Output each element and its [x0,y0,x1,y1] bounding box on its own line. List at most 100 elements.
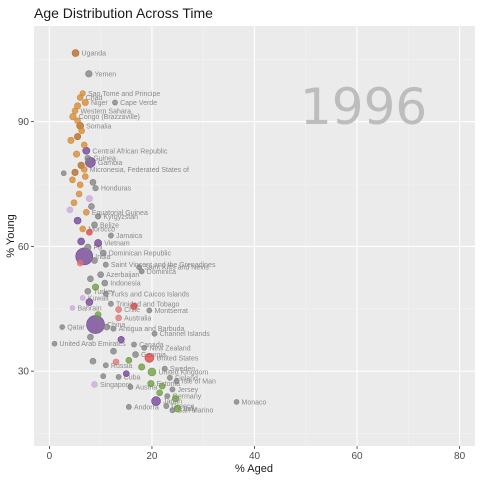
point-label: Western Sahara [81,108,132,115]
data-point [146,307,153,314]
data-point [81,173,89,180]
point-label: Cape Verde [120,100,157,107]
x-tick-label: 60 [351,451,363,462]
data-point [151,330,158,337]
point-label: Austria [136,384,158,391]
point-label: Andorra [134,404,159,411]
data-point [84,154,92,162]
data-point [75,190,83,198]
data-point [110,325,117,332]
data-point [73,216,82,225]
data-point [115,306,122,313]
data-point [117,336,125,344]
data-point [86,228,93,236]
point-label: Monaco [242,399,267,406]
data-point [125,404,132,410]
data-point [88,203,95,210]
point-label: Estonia [157,381,180,388]
data-point [130,302,138,310]
axis-ticks: 0 20 40 60 80 30 60 90 [18,117,466,462]
point-label: Antigua and Barbuda [119,326,185,333]
data-point [91,221,98,229]
point-label: Jersey [178,387,199,394]
point-label: Central African Republic [92,148,168,155]
point-label: Trinidad and Tobago [116,301,180,308]
data-point [147,367,157,377]
point-label: Somalia [86,123,111,130]
data-point [97,271,104,278]
point-label: Saint Kitts and Nevis [144,265,209,272]
data-point [103,323,111,331]
data-point [99,249,107,257]
data-point [51,340,58,347]
point-label: Dominican Republic [109,251,172,258]
year-label: 1996 [300,78,427,136]
data-point [163,403,170,409]
point-label: Singapore [100,382,132,389]
data-point [169,386,176,393]
data-point [89,357,97,365]
data-point [79,90,86,97]
data-point [74,133,82,141]
x-tick-label: 20 [146,451,158,462]
data-point [91,257,98,264]
data-point [87,275,94,283]
data-point [85,70,93,78]
data-point [102,261,109,268]
y-tick-label: 30 [18,367,30,378]
point-label: Vietnam [104,241,130,248]
data-point [125,357,133,364]
point-label: United States [156,355,199,362]
point-label: Dominica [147,269,176,276]
point-label: Gambia [98,160,123,167]
point-label: Qatar [67,325,85,332]
data-point [115,374,122,380]
data-point [173,378,180,385]
data-point [85,195,93,203]
data-point [141,344,148,351]
data-point [73,150,81,158]
chart-title: Age Distribution Across Time [34,5,213,21]
data-point [147,380,155,388]
point-label: Chile [124,307,140,314]
data-point [69,305,76,311]
data-point [156,389,163,397]
data-point [144,353,155,363]
data-point [123,370,130,377]
data-point [94,311,102,318]
data-point [92,283,100,291]
data-point [161,365,168,372]
point-label: Australia [124,315,151,322]
data-point [87,333,94,341]
data-point [131,341,137,348]
data-point [110,347,117,355]
x-tick-label: 40 [249,451,261,462]
point-label: San Marino [178,408,214,415]
data-point [94,239,102,247]
data-point [82,146,91,155]
data-point [151,396,161,406]
point-label: Belize [100,222,119,229]
point-label: Morocco [88,226,115,233]
point-label: Bahrain [77,305,101,312]
point-label: Turks and Caicos Islands [111,291,190,298]
point-label: Cuba [124,374,141,381]
data-point [67,136,75,144]
y-tick-label: 90 [18,117,30,128]
data-point [138,268,145,275]
data-point [172,395,180,403]
data-point [76,259,84,267]
data-point [166,374,173,381]
data-point [80,166,88,173]
data-point [80,141,88,149]
y-axis-title: % Young [5,214,17,257]
data-point [89,179,97,186]
data-point [84,243,92,251]
point-label: Equatorial Guinea [92,210,148,217]
data-point [101,279,109,287]
point-label: Congo (Brazzaville) [79,114,140,121]
data-point [112,99,118,106]
data-point [233,399,240,405]
data-point [94,213,102,220]
